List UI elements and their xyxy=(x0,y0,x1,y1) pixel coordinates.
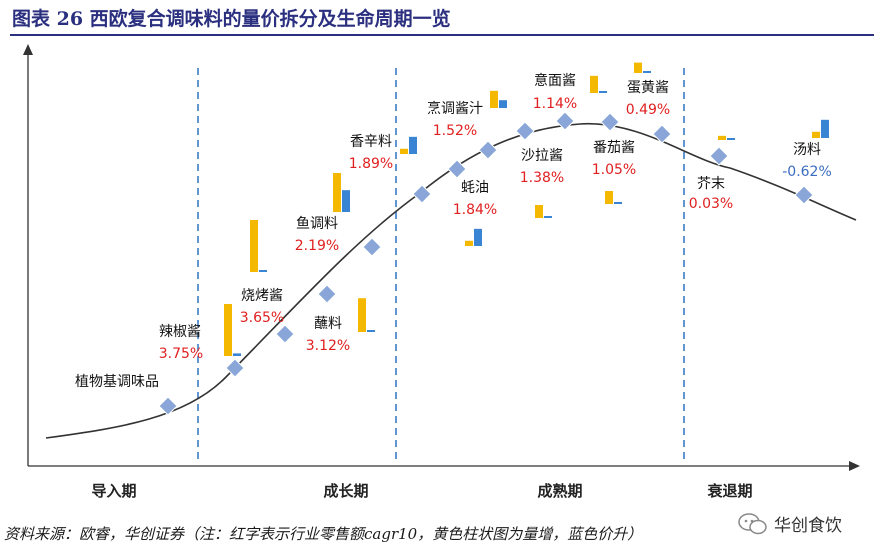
volume-bar xyxy=(333,173,341,212)
cagr-label: 1.89% xyxy=(349,156,393,172)
product-name: 芥末 xyxy=(697,176,725,192)
product-point: 烧烤酱 3.65% xyxy=(240,220,295,344)
volume-bar xyxy=(358,298,366,332)
title-underline xyxy=(10,34,874,36)
cagr-label: -0.62% xyxy=(782,164,832,180)
y-axis-arrow xyxy=(23,44,33,55)
price-bar xyxy=(474,228,482,246)
product-point: 汤料 -0.62% xyxy=(782,119,832,205)
price-bar xyxy=(821,119,829,138)
price-bar xyxy=(499,100,507,108)
product-point: 沙拉酱 1.38% xyxy=(515,121,564,218)
stage-label: 成熟期 xyxy=(537,482,582,500)
volume-bar xyxy=(605,191,613,204)
price-bar xyxy=(544,216,552,218)
price-bar xyxy=(259,270,267,272)
product-name: 蛋黄酱 xyxy=(627,79,669,96)
cagr-label: 0.49% xyxy=(626,102,670,118)
product-name: 蘸料 xyxy=(314,316,342,332)
diamond-marker xyxy=(275,324,295,344)
source-note: 资料来源：欧睿，华创证券（注：红字表示行业零售额cagr10，黄色柱状图为量增，… xyxy=(4,525,643,543)
product-points: 植物基调味品 辣椒酱 3.75% 烧烤酱 3.65% 蘸料 3.12% 鱼调料 2.19% 香辛料… xyxy=(75,62,832,416)
wechat-icon xyxy=(738,512,767,534)
volume-bar xyxy=(634,62,642,73)
product-name: 香辛料 xyxy=(350,134,392,150)
price-bar xyxy=(643,71,651,73)
price-bar xyxy=(367,330,375,332)
volume-bar xyxy=(250,220,258,272)
product-point: 香辛料 1.89% xyxy=(349,134,432,204)
cagr-label: 3.65% xyxy=(240,310,284,326)
cagr-label: 2.19% xyxy=(295,238,339,254)
cagr-label: 3.12% xyxy=(306,338,350,354)
price-bar xyxy=(342,190,350,212)
diamond-marker xyxy=(794,185,814,205)
product-name: 烧烤酱 xyxy=(241,288,283,304)
diamond-marker xyxy=(447,159,467,179)
price-bar xyxy=(727,138,735,140)
product-point: 蘸料 3.12% xyxy=(306,284,375,354)
diamond-marker xyxy=(158,396,178,416)
product-name: 沙拉酱 xyxy=(521,148,563,164)
cagr-label: 1.84% xyxy=(453,202,497,218)
price-bar xyxy=(614,202,622,204)
diamond-marker xyxy=(478,140,498,160)
diamond-marker xyxy=(317,284,337,304)
product-point: 辣椒酱 3.75% xyxy=(159,304,245,378)
stage-labels: 导入期 成长期 成熟期 衰退期 xyxy=(91,482,752,500)
volume-bar xyxy=(535,205,543,218)
price-bar xyxy=(233,353,241,356)
stage-label: 成长期 xyxy=(323,482,368,500)
cagr-label: 3.75% xyxy=(159,346,203,362)
product-name: 番茄酱 xyxy=(593,139,635,156)
product-point: 蛋黄酱 0.49% xyxy=(626,62,672,144)
cagr-label: 1.52% xyxy=(433,123,477,139)
product-point: 鱼调料 2.19% xyxy=(295,173,382,257)
product-name: 鱼调料 xyxy=(296,215,338,232)
watermark-text: 华创食饮 xyxy=(774,516,842,536)
diamond-marker xyxy=(555,111,575,131)
volume-bar xyxy=(718,135,726,140)
volume-bar xyxy=(465,240,473,246)
product-name: 烹调酱汁 xyxy=(427,100,483,117)
watermark: 华创食饮 xyxy=(738,511,842,536)
price-bar xyxy=(409,136,417,154)
product-name: 植物基调味品 xyxy=(75,373,159,390)
axes xyxy=(23,44,860,471)
stage-label: 衰退期 xyxy=(706,482,752,500)
product-name: 汤料 xyxy=(793,142,821,158)
lifecycle-chart: 导入期 成长期 成熟期 衰退期 植物基调味品 辣椒酱 3.75% 烧烤酱 3.65% 蘸料 3.1… xyxy=(23,44,860,500)
cagr-label: 1.14% xyxy=(533,96,577,112)
volume-bar xyxy=(590,75,598,93)
product-point: 番茄酱 1.05% xyxy=(592,112,636,204)
diamond-marker xyxy=(225,358,245,378)
product-name: 蚝油 xyxy=(461,180,489,196)
x-axis-arrow xyxy=(849,461,860,471)
product-point: 植物基调味品 xyxy=(75,373,178,416)
diamond-marker xyxy=(600,112,620,132)
product-point: 蚝油 1.84% xyxy=(447,159,497,246)
price-bar xyxy=(599,91,607,93)
volume-bar xyxy=(812,131,820,138)
cagr-label: 0.03% xyxy=(689,196,733,212)
diamond-marker xyxy=(709,146,729,166)
volume-bar xyxy=(400,148,408,154)
volume-bar xyxy=(490,90,498,108)
diamond-marker xyxy=(515,121,535,141)
product-name: 辣椒酱 xyxy=(159,324,201,340)
volume-bar xyxy=(224,304,232,356)
product-point: 烹调酱汁 1.52% xyxy=(427,90,507,160)
cagr-label: 1.38% xyxy=(520,170,564,186)
stage-label: 导入期 xyxy=(91,482,136,500)
diamond-marker xyxy=(652,124,672,144)
product-point: 芥末 0.03% xyxy=(689,135,735,212)
product-point: 意面酱 1.14% xyxy=(533,72,607,131)
diamond-marker xyxy=(412,184,432,204)
cagr-label: 1.05% xyxy=(592,162,636,178)
product-name: 意面酱 xyxy=(534,72,576,89)
diamond-marker xyxy=(362,237,382,257)
figure-title: 图表 26 西欧复合调味料的量价拆分及生命周期一览 xyxy=(12,8,451,30)
